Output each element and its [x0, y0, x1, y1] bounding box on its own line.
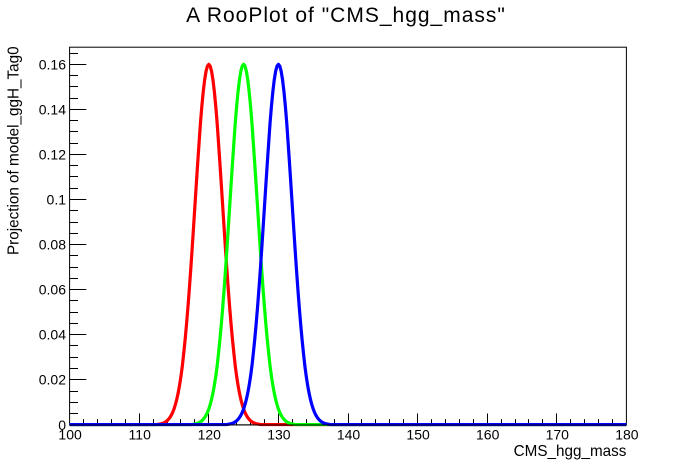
- svg-text:CMS_hgg_mass: CMS_hgg_mass: [514, 443, 627, 460]
- svg-text:0.06: 0.06: [39, 282, 66, 298]
- svg-text:140: 140: [337, 426, 361, 442]
- svg-text:0.02: 0.02: [39, 372, 66, 388]
- svg-text:Projection of model_ggH_Tag0: Projection of model_ggH_Tag0: [6, 46, 23, 255]
- svg-text:0.08: 0.08: [39, 237, 66, 253]
- svg-text:0.04: 0.04: [39, 327, 66, 343]
- svg-text:0.16: 0.16: [39, 56, 66, 72]
- svg-text:180: 180: [615, 426, 639, 442]
- svg-text:A RooPlot of "CMS_hgg_mass": A RooPlot of "CMS_hgg_mass": [186, 4, 506, 27]
- svg-text:130: 130: [267, 426, 291, 442]
- svg-text:110: 110: [129, 426, 152, 442]
- svg-text:0.14: 0.14: [39, 101, 66, 117]
- svg-text:100: 100: [58, 426, 82, 442]
- svg-text:160: 160: [476, 426, 500, 442]
- svg-text:120: 120: [198, 426, 222, 442]
- svg-text:0.12: 0.12: [39, 146, 66, 162]
- svg-text:0.1: 0.1: [47, 192, 67, 208]
- svg-text:170: 170: [546, 426, 570, 442]
- svg-text:150: 150: [406, 426, 430, 442]
- svg-text:0: 0: [58, 417, 66, 433]
